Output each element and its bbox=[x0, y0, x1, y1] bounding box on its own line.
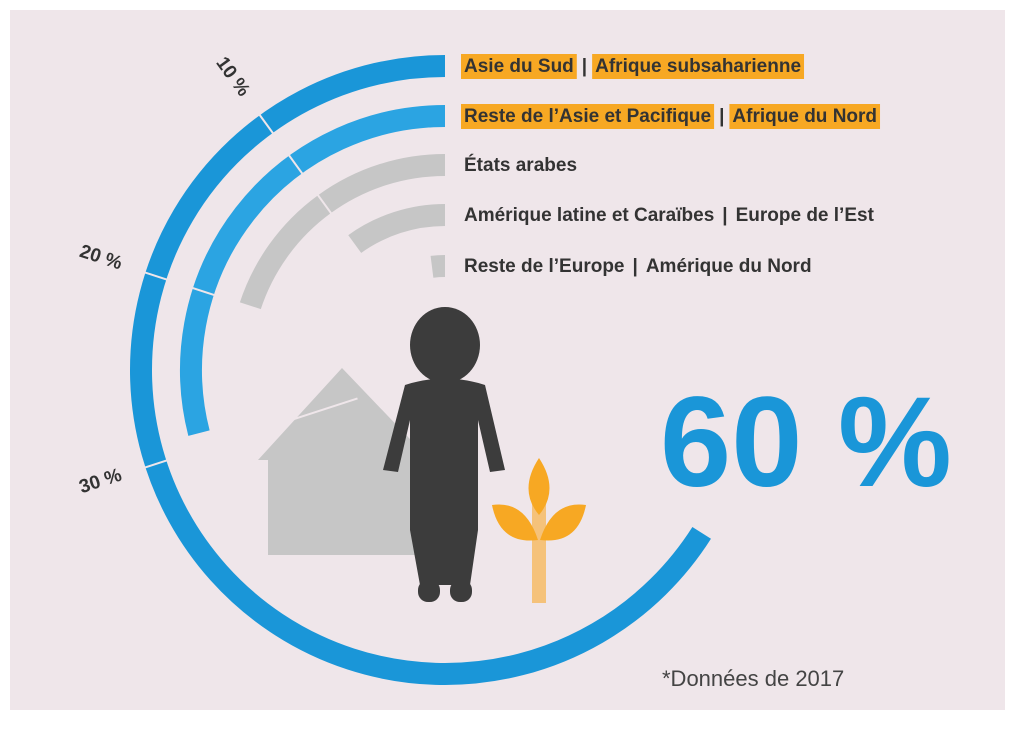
tick-mark bbox=[144, 397, 358, 469]
ring-bar bbox=[347, 204, 446, 254]
highlight bbox=[461, 104, 715, 129]
woman-icon bbox=[383, 307, 505, 602]
highlight bbox=[592, 54, 805, 79]
region-name: Europe de l’Est bbox=[736, 205, 875, 226]
house-icon bbox=[258, 368, 430, 555]
ring-bar bbox=[130, 55, 711, 685]
highlight bbox=[461, 54, 577, 79]
region-name: Reste de l’Europe bbox=[464, 256, 625, 277]
region-name: Afrique du Nord bbox=[732, 106, 877, 127]
separator: | bbox=[722, 205, 727, 226]
region-name: États arabes bbox=[464, 154, 577, 176]
region-name: Amérique du Nord bbox=[646, 256, 812, 277]
region-name: Afrique subsaharienne bbox=[595, 56, 801, 77]
footnote: *Données de 2017 bbox=[662, 666, 844, 691]
region-name: Reste de l’Asie et Pacifique bbox=[464, 106, 711, 127]
tick-mark bbox=[258, 113, 392, 297]
region-name: Asie du Sud bbox=[464, 56, 574, 77]
ring-bar bbox=[180, 105, 446, 436]
highlight bbox=[729, 104, 881, 129]
big-number: 60 % bbox=[660, 371, 952, 514]
ring-bar bbox=[430, 255, 446, 278]
separator: | bbox=[582, 56, 587, 77]
plant-icon bbox=[492, 458, 586, 603]
separator: | bbox=[633, 256, 638, 277]
region-name: Amérique latine et Caraïbes bbox=[464, 205, 714, 226]
separator: | bbox=[719, 106, 724, 127]
tick-mark bbox=[144, 271, 358, 343]
